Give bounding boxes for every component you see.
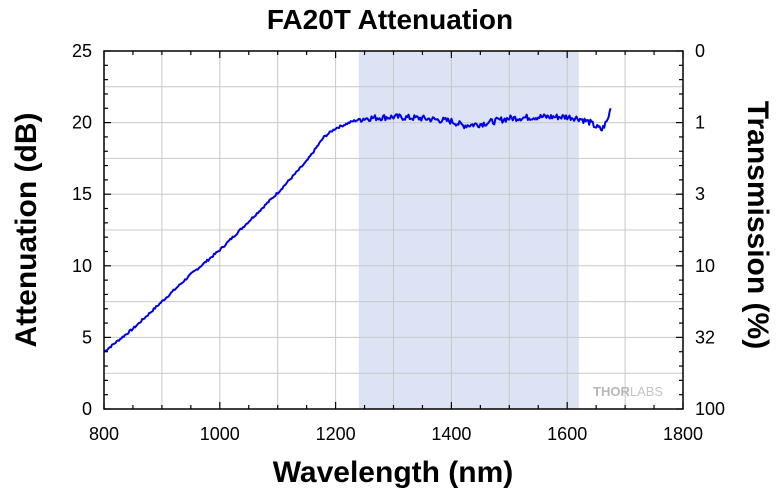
watermark-thor: THOR	[593, 384, 630, 399]
y-tick-label-right: 100	[695, 399, 725, 419]
x-tick-label: 1400	[431, 424, 471, 444]
y-tick-label-right: 1	[695, 113, 705, 133]
grid-layer	[104, 51, 683, 409]
data-line-layer	[103, 107, 612, 353]
x-tick-label: 1800	[663, 424, 703, 444]
y-axis-label-left: Attenuation (dB)	[10, 113, 43, 348]
x-tick-label: 1200	[316, 424, 356, 444]
y-tick-label-left: 15	[72, 184, 92, 204]
y-axis-label-right: Transmission (%)	[741, 101, 774, 349]
x-tick-label: 800	[89, 424, 119, 444]
y-tick-label-right: 10	[695, 256, 715, 276]
y-tick-label-right: 3	[695, 184, 705, 204]
x-axis-label: Wavelength (nm)	[273, 456, 514, 489]
y-tick-label-left: 10	[72, 256, 92, 276]
chart-title: FA20T Attenuation	[267, 4, 513, 35]
x-tick-label: 1000	[200, 424, 240, 444]
watermark-labs: LABS	[630, 384, 664, 399]
ticks-layer	[103, 50, 684, 410]
y-tick-label-left: 25	[72, 41, 92, 61]
y-tick-label-left: 5	[82, 327, 92, 347]
y-tick-label-right: 0	[695, 41, 705, 61]
watermark-logo: THORLABS	[593, 384, 663, 399]
series-line	[103, 107, 612, 353]
y-tick-label-left: 20	[72, 113, 92, 133]
y-tick-label-left: 0	[82, 399, 92, 419]
svg-text:THORLABS: THORLABS	[593, 384, 663, 399]
x-tick-label: 1600	[547, 424, 587, 444]
y-tick-label-right: 32	[695, 327, 715, 347]
tick-labels-layer: 800 1000 1200 1400 1600 1800 0 5 10 15 20 25 0 1 3 10 32…	[72, 41, 725, 444]
